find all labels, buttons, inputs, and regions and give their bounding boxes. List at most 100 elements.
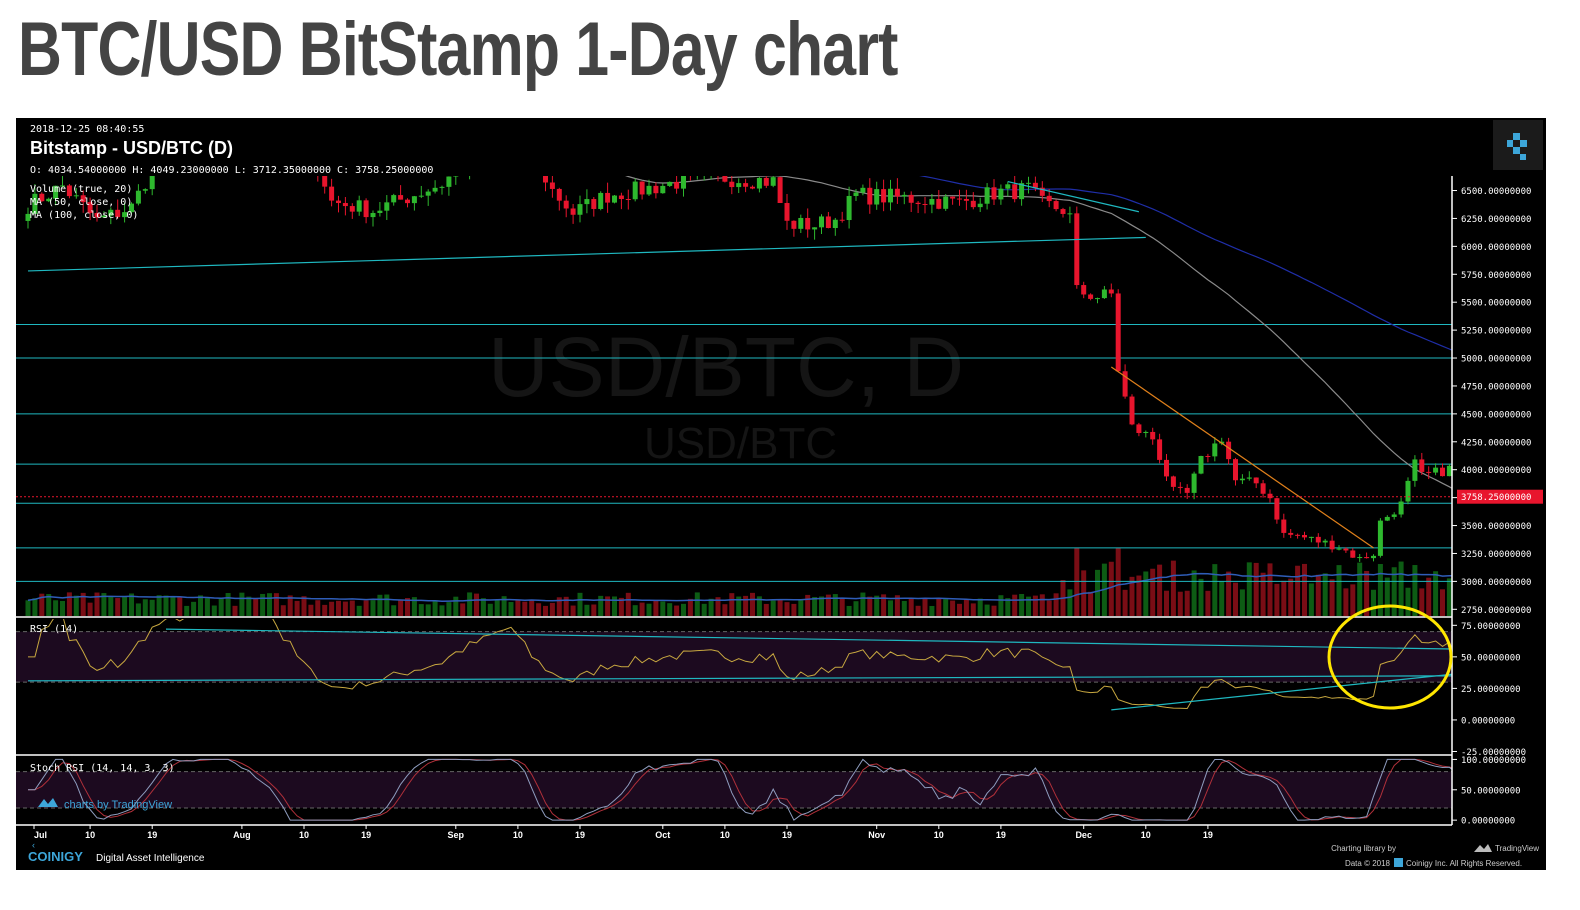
volume-bar xyxy=(701,603,707,616)
candle-body xyxy=(1253,477,1259,484)
page-headline: BTC/USD BitStamp 1-Day chart xyxy=(18,7,898,92)
indicator-ma50-label[interactable]: MA (50, close, 0) xyxy=(30,197,132,208)
candle-body xyxy=(957,198,962,200)
candle-body xyxy=(646,185,652,195)
volume-bar xyxy=(1405,587,1411,616)
volume-bar xyxy=(398,599,404,616)
rsi-label[interactable]: RSI (14) xyxy=(30,624,78,635)
volume-bar xyxy=(1288,578,1294,616)
candle-body xyxy=(563,200,569,209)
volume-bar xyxy=(356,605,362,616)
candle-body xyxy=(1308,536,1314,538)
volume-bar xyxy=(405,597,410,616)
volume-bar xyxy=(1274,583,1280,616)
volume-bar xyxy=(543,605,548,616)
candle-body xyxy=(549,182,555,189)
volume-bar xyxy=(211,605,217,616)
volume-bar xyxy=(377,594,383,616)
volume-bar xyxy=(1336,565,1342,616)
candle-body xyxy=(1074,213,1080,286)
candle-body xyxy=(1315,536,1321,543)
volume-bar xyxy=(1308,583,1314,616)
volume-bar xyxy=(977,598,983,616)
coinigy-corner-logo[interactable] xyxy=(1493,120,1543,170)
volume-bar xyxy=(467,592,473,616)
volume-bar xyxy=(115,598,121,616)
candle-body xyxy=(1198,456,1204,474)
ohlc-readout: O: 4034.54000000 H: 4049.23000000 L: 371… xyxy=(30,165,433,176)
indicator-ma100-label[interactable]: MA (100, close, 0) xyxy=(30,210,138,221)
volume-bar xyxy=(1343,588,1349,616)
candle-body xyxy=(1377,520,1383,556)
tradingview-credit[interactable]: charts by TradingView xyxy=(38,798,172,811)
volume-bar xyxy=(805,594,811,616)
candle-body xyxy=(1129,396,1135,425)
candle-body xyxy=(970,200,976,208)
price-tick-label: 6250.00000000 xyxy=(1461,215,1531,225)
rsi-tick-label: -25.00000000 xyxy=(1461,748,1526,758)
volume-bar xyxy=(418,604,424,616)
volume-bar xyxy=(253,598,259,616)
chart-frame[interactable]: USD/BTC, D USD/BTC 6500.00000000 6250.000… xyxy=(16,118,1546,870)
candle-body xyxy=(1371,555,1376,559)
candle-body xyxy=(1446,465,1452,477)
candle-body xyxy=(777,177,783,203)
volume-bar xyxy=(1246,562,1252,616)
moving-averages xyxy=(625,176,1452,490)
candle-body xyxy=(53,185,59,199)
candle-body xyxy=(1343,548,1349,551)
rsi-tick-label: 75.00000000 xyxy=(1461,622,1521,632)
volume-bar xyxy=(474,593,479,616)
volume-bar xyxy=(681,603,686,616)
candle-body xyxy=(770,177,776,186)
volume-bar xyxy=(563,596,569,616)
candle-body xyxy=(570,208,576,215)
volume-bar xyxy=(1026,596,1031,616)
candle-body xyxy=(853,192,859,196)
volume-bar xyxy=(135,603,141,616)
candle-body xyxy=(681,176,686,189)
volume-bar xyxy=(667,603,673,616)
volume-bar xyxy=(929,605,935,616)
volume-bar xyxy=(1302,563,1307,616)
candle-body xyxy=(860,187,866,193)
volume-bar xyxy=(1039,594,1045,616)
candle-body xyxy=(901,194,907,197)
candle-body xyxy=(425,191,431,196)
candle-body xyxy=(122,212,128,218)
volume-bar xyxy=(108,596,114,616)
time-tick-label: 19 xyxy=(1203,830,1213,840)
tradingview-credit-text: charts by TradingView xyxy=(64,799,172,811)
volume-bar xyxy=(825,594,831,616)
volume-bar xyxy=(639,602,645,616)
stoch-band xyxy=(16,771,1452,808)
volume-bar xyxy=(618,597,624,616)
volume-bar xyxy=(853,601,859,616)
price-tick-label: 4750.00000000 xyxy=(1461,382,1531,392)
candle-body xyxy=(101,215,107,218)
candle-body xyxy=(108,209,114,216)
candle-body xyxy=(418,195,424,197)
price-tick-label: 3000.00000000 xyxy=(1461,578,1531,588)
time-tick-label: 10 xyxy=(299,830,309,840)
volume-bar xyxy=(1129,576,1135,616)
volume-bar xyxy=(584,604,590,616)
volume-bar xyxy=(1205,590,1211,616)
time-tick-label: Dec xyxy=(1075,830,1092,840)
volume-bar xyxy=(1191,570,1197,616)
chart-canvas[interactable]: USD/BTC, D USD/BTC 6500.00000000 6250.000… xyxy=(16,118,1546,870)
copyright-data: Data © 2018 xyxy=(1345,859,1391,868)
volume-bar xyxy=(1384,577,1390,616)
time-tick-label: 10 xyxy=(85,830,95,840)
candle-body xyxy=(632,181,638,200)
rsi-trendline xyxy=(1111,673,1452,711)
candle-body xyxy=(356,200,362,212)
indicator-volume-label[interactable]: Volume (true, 20) xyxy=(30,184,132,195)
volume-bar xyxy=(1122,589,1128,616)
stoch-rsi-label[interactable]: Stoch RSI (14, 14, 3, 3) xyxy=(30,763,175,774)
candle-body xyxy=(625,198,631,200)
volume-bar xyxy=(1053,593,1059,616)
time-tick-label: 10 xyxy=(1141,830,1151,840)
candle-body xyxy=(1095,298,1100,300)
price-tick-label: 5500.00000000 xyxy=(1461,299,1531,309)
